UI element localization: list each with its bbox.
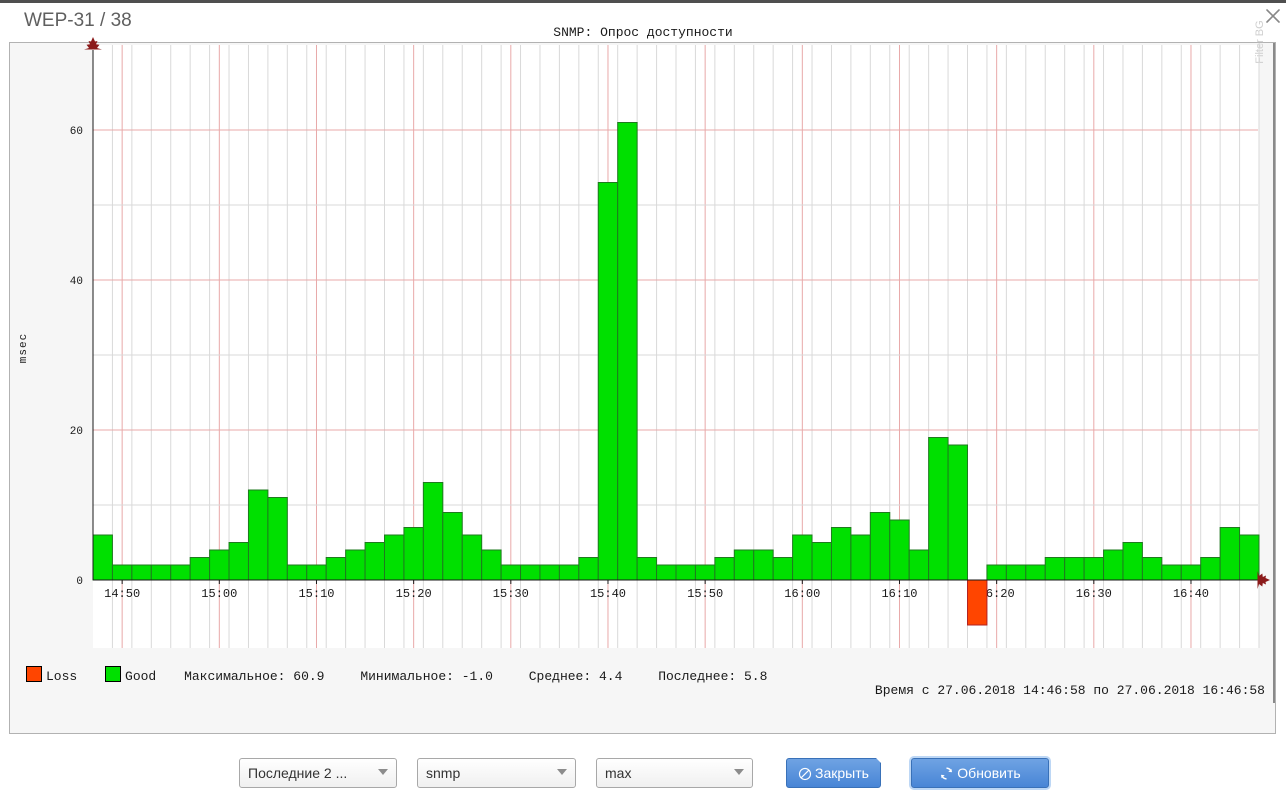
svg-text:16:40: 16:40	[1173, 587, 1209, 601]
svg-text:15:20: 15:20	[396, 587, 432, 601]
svg-text:15:10: 15:10	[298, 587, 334, 601]
svg-text:15:50: 15:50	[687, 587, 723, 601]
svg-text:60: 60	[70, 126, 83, 138]
svg-text:16:00: 16:00	[784, 587, 820, 601]
svg-text:20: 20	[70, 426, 83, 438]
svg-text:15:40: 15:40	[590, 587, 626, 601]
svg-text:0: 0	[76, 576, 83, 588]
svg-text:16:30: 16:30	[1076, 587, 1112, 601]
svg-text:15:30: 15:30	[493, 587, 529, 601]
svg-text:15:00: 15:00	[201, 587, 237, 601]
svg-text:16:10: 16:10	[881, 587, 917, 601]
svg-text:14:50: 14:50	[104, 587, 140, 601]
svg-text:40: 40	[70, 276, 83, 288]
